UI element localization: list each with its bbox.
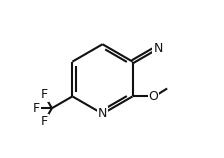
Text: N: N — [98, 107, 107, 120]
Text: F: F — [41, 115, 48, 128]
Text: O: O — [149, 90, 158, 103]
Text: N: N — [153, 42, 163, 55]
Text: F: F — [41, 88, 48, 101]
Text: F: F — [33, 102, 40, 115]
